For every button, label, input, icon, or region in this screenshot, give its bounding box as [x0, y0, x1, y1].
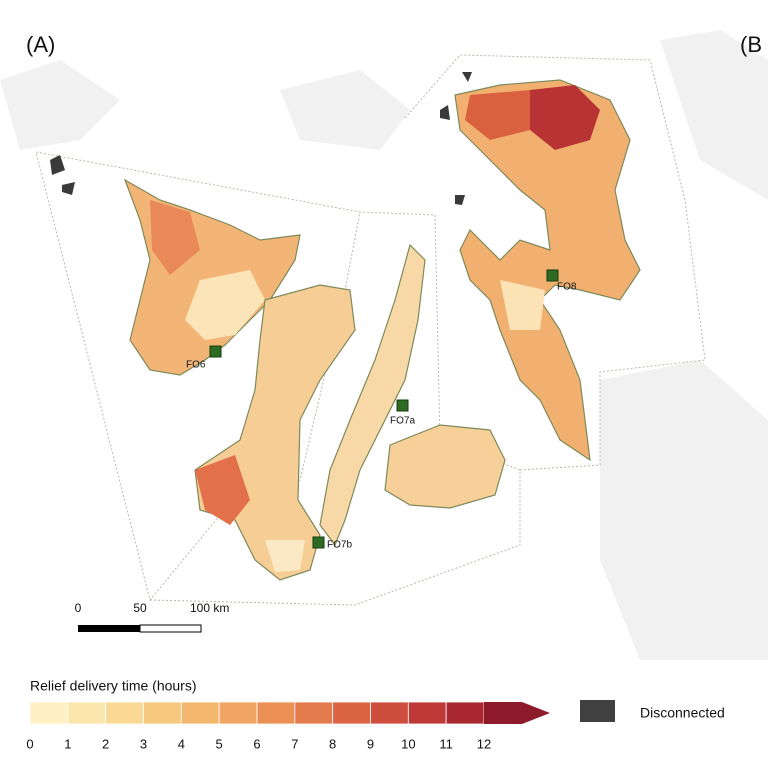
legend-label: Disconnected	[640, 705, 725, 721]
legend-swatch	[218, 701, 258, 725]
islet	[440, 105, 450, 120]
island	[319, 243, 426, 547]
island-bohol	[384, 424, 506, 509]
island-zone	[185, 270, 265, 340]
island-panay	[123, 178, 301, 376]
legend-swatch	[67, 701, 107, 725]
legend-arrow	[484, 702, 550, 724]
legend-tick-label: 7	[291, 736, 298, 751]
facility-label: FO7b	[327, 540, 352, 551]
panel-label: (B	[740, 32, 762, 57]
panel-label: (A)	[26, 32, 55, 57]
legend-tick-label: 9	[367, 736, 374, 751]
legend-tick-label: 4	[178, 736, 185, 751]
region-boundaries	[35, 54, 706, 606]
scale-label: 50	[133, 601, 147, 615]
island-zone	[465, 90, 530, 140]
islet	[462, 72, 472, 82]
legend-tick-label: 2	[102, 736, 109, 751]
legend-swatch	[407, 701, 447, 725]
scale-bar: 0 50 100 km	[75, 601, 229, 633]
facility-label: FO7a	[390, 416, 415, 427]
island-zone	[530, 85, 600, 150]
facility-marker	[312, 536, 325, 549]
scale-segment	[78, 625, 140, 632]
legend-tick-label: 12	[477, 736, 491, 751]
legend-swatch	[370, 701, 409, 725]
facility-label: FO6	[186, 360, 206, 371]
legend-swatch	[143, 701, 182, 725]
land	[660, 30, 768, 200]
legend: Relief delivery time (hours) Disconnecte…	[26, 678, 724, 752]
legend-tick-label: 8	[329, 736, 336, 751]
land	[280, 70, 410, 150]
facility-label: FO8	[557, 282, 577, 293]
disconnected-islets	[50, 72, 472, 205]
island-cebu	[319, 243, 426, 547]
land	[0, 60, 120, 150]
legend-tick-label: 10	[401, 736, 415, 751]
legend-tick-label: 5	[216, 736, 223, 751]
background-land	[0, 30, 768, 660]
legend-tick-label: 6	[253, 736, 260, 751]
island-zone	[150, 200, 200, 275]
scale-segment	[139, 624, 202, 633]
legend-swatch	[332, 701, 371, 725]
island-zone	[265, 540, 305, 572]
islet	[62, 182, 75, 195]
legend-swatch	[105, 701, 144, 725]
scale-label: 0	[75, 601, 82, 615]
island-negros	[194, 284, 356, 581]
islet	[50, 155, 65, 175]
legend-swatch	[29, 701, 69, 725]
legend-tick-label: 3	[140, 736, 147, 751]
facility-marker	[396, 399, 409, 412]
legend-tick-label: 1	[64, 736, 71, 751]
legend-swatch	[580, 700, 615, 722]
island-zone	[500, 280, 545, 330]
facility-marker	[546, 269, 559, 282]
legend-title: Relief delivery time (hours)	[30, 678, 197, 694]
island-zone	[195, 455, 250, 525]
island	[384, 424, 506, 509]
legend-swatch	[256, 701, 296, 725]
facility-marker	[209, 345, 222, 358]
islet	[455, 195, 465, 205]
legend-swatch	[294, 701, 334, 725]
legend-tick-label: 11	[439, 736, 453, 751]
facilities: FO6 FO7a FO7b FO8	[186, 269, 577, 551]
land	[600, 360, 768, 660]
legend-tick-label: 0	[26, 736, 33, 751]
legend-swatch	[180, 701, 220, 725]
legend-swatch	[445, 701, 485, 725]
scale-label: 100 km	[190, 601, 229, 615]
boundary	[149, 211, 521, 606]
